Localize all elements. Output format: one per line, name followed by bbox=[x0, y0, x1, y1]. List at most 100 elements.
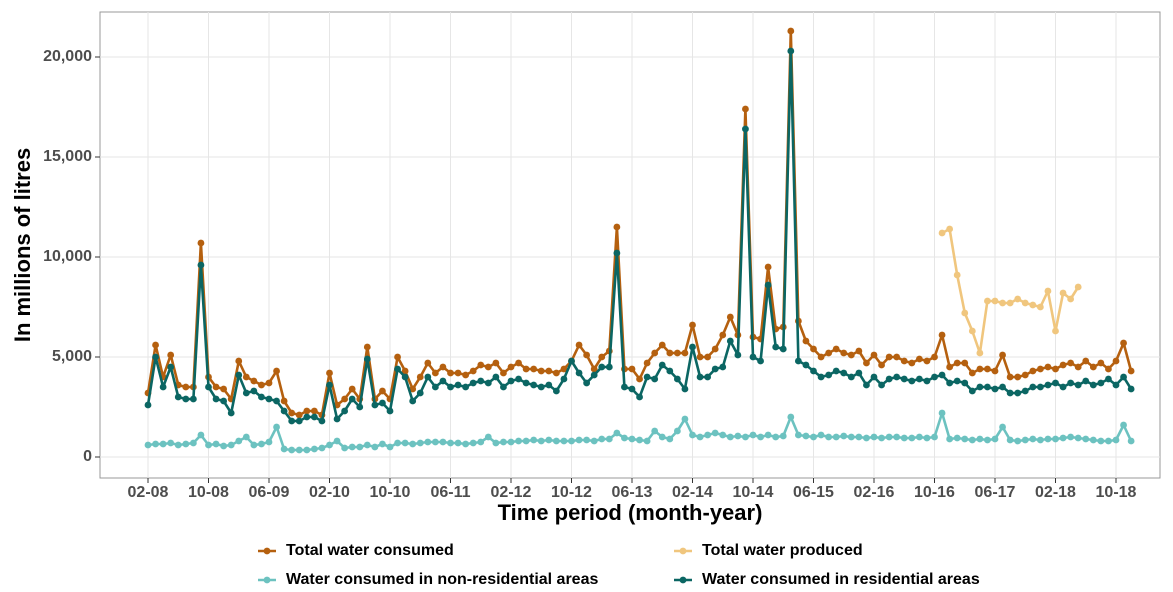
data-point bbox=[1082, 377, 1090, 385]
data-point bbox=[953, 359, 961, 367]
data-point bbox=[462, 440, 470, 448]
data-point bbox=[1074, 434, 1082, 442]
data-point bbox=[931, 373, 938, 381]
data-point bbox=[991, 435, 999, 443]
data-point bbox=[923, 377, 931, 385]
data-point bbox=[250, 441, 258, 449]
data-point bbox=[326, 441, 333, 449]
data-point bbox=[855, 347, 863, 355]
legend-swatch-dot bbox=[679, 576, 687, 584]
data-point bbox=[568, 437, 575, 445]
data-point bbox=[500, 438, 507, 446]
data-point bbox=[855, 433, 863, 441]
data-point bbox=[401, 367, 409, 375]
data-point bbox=[726, 433, 734, 441]
data-point bbox=[469, 379, 477, 387]
x-tick-label: 10-10 bbox=[370, 484, 411, 501]
data-point bbox=[1036, 383, 1044, 391]
data-point bbox=[310, 407, 318, 415]
y-tick-label: 0 bbox=[83, 448, 92, 465]
legend-swatch-dot bbox=[679, 547, 687, 555]
y-tick-label: 15,000 bbox=[43, 148, 92, 165]
data-point bbox=[189, 439, 197, 447]
data-point bbox=[847, 433, 855, 441]
data-point bbox=[893, 433, 901, 441]
data-point bbox=[379, 387, 386, 395]
data-point bbox=[144, 441, 152, 449]
data-point bbox=[197, 261, 205, 269]
data-point bbox=[265, 379, 273, 387]
data-point bbox=[1006, 299, 1014, 307]
data-point bbox=[265, 395, 273, 403]
data-point bbox=[205, 441, 212, 449]
data-point bbox=[885, 353, 893, 361]
data-point bbox=[787, 47, 795, 55]
data-point bbox=[689, 431, 696, 439]
data-point bbox=[167, 363, 175, 371]
data-point bbox=[227, 441, 235, 449]
data-point bbox=[840, 349, 848, 357]
data-point bbox=[552, 369, 560, 377]
data-point bbox=[749, 353, 757, 361]
data-point bbox=[394, 353, 401, 361]
data-point bbox=[794, 357, 802, 365]
data-point bbox=[1044, 363, 1052, 371]
data-point bbox=[515, 375, 522, 383]
data-point bbox=[908, 377, 916, 385]
data-point bbox=[1097, 437, 1105, 445]
data-point bbox=[333, 437, 341, 445]
data-point bbox=[341, 444, 349, 452]
data-point bbox=[719, 363, 727, 371]
data-point bbox=[310, 445, 318, 453]
data-point bbox=[545, 381, 553, 389]
data-point bbox=[598, 435, 606, 443]
data-point bbox=[394, 365, 401, 373]
data-point bbox=[1029, 301, 1037, 309]
data-point bbox=[621, 434, 628, 442]
y-axis-title: In millions of litres bbox=[10, 148, 35, 342]
data-point bbox=[878, 361, 885, 369]
data-point bbox=[666, 435, 674, 443]
data-point bbox=[363, 355, 371, 363]
data-point bbox=[734, 351, 742, 359]
data-point bbox=[1059, 361, 1067, 369]
data-point bbox=[258, 440, 265, 448]
data-point bbox=[1097, 379, 1105, 387]
x-tick-label: 06-13 bbox=[612, 484, 653, 501]
data-point bbox=[575, 341, 583, 349]
data-point bbox=[1120, 421, 1127, 429]
x-tick-label: 10-12 bbox=[551, 484, 592, 501]
data-point bbox=[477, 377, 485, 385]
data-point bbox=[961, 435, 969, 443]
data-point bbox=[159, 440, 167, 448]
data-point bbox=[439, 377, 447, 385]
data-point bbox=[1074, 381, 1082, 389]
data-point bbox=[356, 403, 364, 411]
data-point bbox=[1006, 373, 1014, 381]
data-point bbox=[318, 417, 326, 425]
data-point bbox=[840, 432, 848, 440]
data-point bbox=[583, 379, 591, 387]
data-point bbox=[605, 435, 613, 443]
data-point bbox=[931, 433, 938, 441]
data-point bbox=[863, 434, 870, 442]
data-point bbox=[946, 363, 954, 371]
data-point bbox=[205, 383, 212, 391]
data-point bbox=[915, 375, 923, 383]
y-tick-label: 20,000 bbox=[43, 48, 92, 65]
data-point bbox=[447, 369, 454, 377]
data-point bbox=[379, 399, 386, 407]
data-point bbox=[507, 363, 515, 371]
data-point bbox=[1112, 381, 1120, 389]
data-point bbox=[507, 377, 515, 385]
data-point bbox=[1127, 437, 1135, 445]
legend: Total water consumed Total water produced… bbox=[258, 542, 980, 588]
data-point bbox=[174, 441, 182, 449]
data-point bbox=[454, 381, 462, 389]
legend-label: Water consumed in non-residential areas bbox=[286, 571, 598, 588]
data-point bbox=[613, 223, 621, 231]
data-point bbox=[401, 373, 409, 381]
data-point bbox=[515, 437, 522, 445]
data-point bbox=[182, 395, 190, 403]
data-point bbox=[1021, 436, 1029, 444]
